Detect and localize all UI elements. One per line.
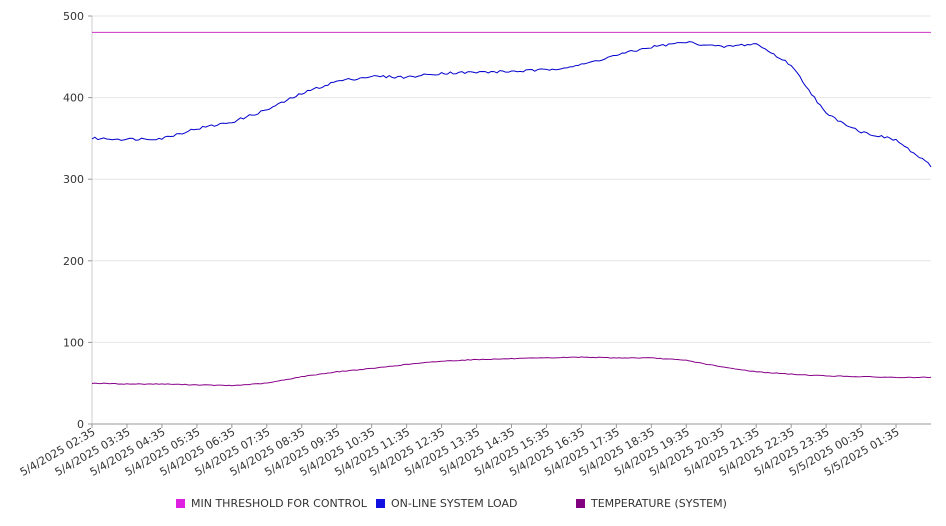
axes — [91, 16, 931, 425]
legend-item[interactable]: TEMPERATURE (SYSTEM) — [576, 497, 727, 510]
y-tick-label: 0 — [77, 418, 84, 431]
series-lines — [91, 31, 932, 387]
y-axis-ticks: 0 100 200 300 400 500 — [63, 10, 92, 431]
y-tick-label: 200 — [63, 255, 84, 268]
legend-swatch — [576, 499, 585, 508]
legend-item[interactable]: MIN THRESHOLD FOR CONTROL — [176, 497, 367, 510]
series-line-temperature-system — [91, 356, 932, 387]
y-tick-label: 400 — [63, 92, 84, 105]
legend-label: ON-LINE SYSTEM LOAD — [391, 497, 518, 510]
legend: MIN THRESHOLD FOR CONTROL ON-LINE SYSTEM … — [0, 497, 946, 515]
y-tick-label: 100 — [63, 336, 84, 349]
series-line-on-line-system-load — [91, 41, 932, 168]
legend-label: TEMPERATURE (SYSTEM) — [591, 497, 727, 510]
x-axis-ticks: 5/4/2025 02:355/4/2025 03:355/4/2025 04:… — [18, 424, 902, 479]
legend-item[interactable]: ON-LINE SYSTEM LOAD — [376, 497, 517, 510]
legend-swatch — [376, 499, 385, 508]
y-tick-label: 500 — [63, 10, 84, 23]
gridlines — [92, 15, 931, 343]
legend-swatch — [176, 499, 185, 508]
y-tick-label: 300 — [63, 173, 84, 186]
legend-label: MIN THRESHOLD FOR CONTROL — [191, 497, 367, 510]
